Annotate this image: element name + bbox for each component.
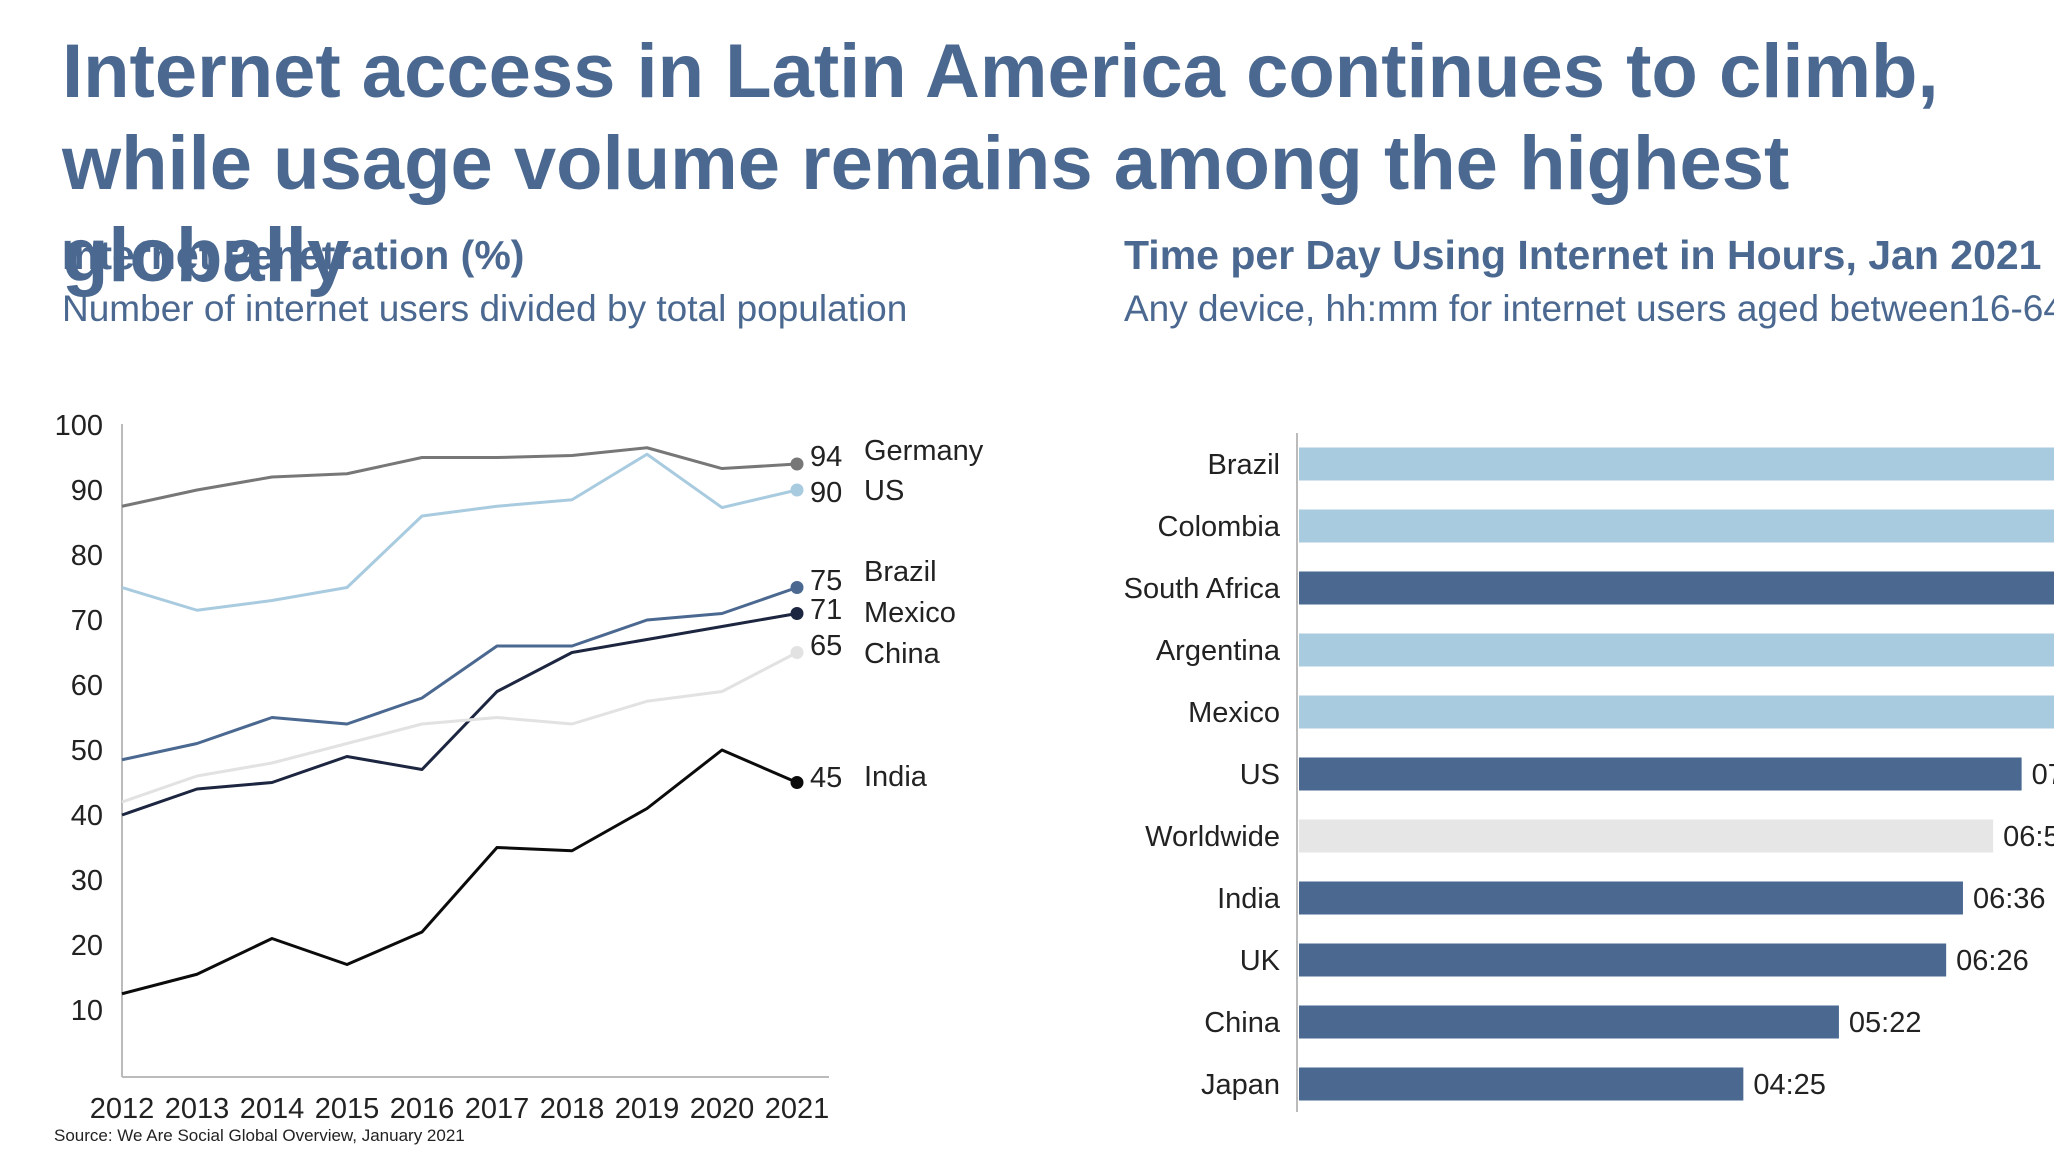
x-tick-label: 2020: [690, 1093, 755, 1125]
bar-category-label: Mexico: [1188, 697, 1280, 729]
end-marker-mexico: [791, 607, 804, 620]
bar-brazil: [1299, 448, 2054, 481]
end-value-mexico: 71: [810, 594, 842, 626]
bar-category-label: China: [1204, 1007, 1281, 1039]
x-tick-label: 2019: [615, 1093, 680, 1125]
bar-category-label: Japan: [1201, 1069, 1280, 1101]
bar-category-label: Colombia: [1158, 511, 1281, 543]
charts-canvas: 10 20 30 40 50 60 70 80 90 100 2012 2013 2014 2015 201…: [0, 0, 2054, 1158]
bar-category-label: US: [1240, 759, 1280, 791]
y-tick-label: 30: [71, 865, 103, 897]
end-value-brazil: 75: [810, 565, 842, 597]
series-label-india: India: [864, 761, 928, 793]
bar-category-label: UK: [1240, 945, 1281, 977]
series-label-brazil: Brazil: [864, 556, 937, 588]
bar-colombia: [1299, 510, 2054, 543]
end-value-india: 45: [810, 762, 842, 794]
bar-argentina: [1299, 634, 2054, 667]
y-tick-label: 90: [71, 475, 103, 507]
source-note: Source: We Are Social Global Overview, J…: [54, 1126, 465, 1146]
end-value-germany: 94: [810, 441, 842, 473]
bar-value-label: 06:36: [1973, 883, 2046, 915]
end-marker-us: [791, 484, 804, 497]
x-tick-label: 2018: [540, 1093, 605, 1125]
bar-value-label: 06:54: [2003, 821, 2054, 853]
y-tick-label: 50: [71, 735, 103, 767]
end-marker-germany: [791, 458, 804, 471]
end-value-china: 65: [810, 630, 842, 662]
bar-india: [1299, 882, 1963, 915]
x-tick-label: 2021: [765, 1093, 830, 1125]
x-tick-label: 2015: [315, 1093, 380, 1125]
bar-uk: [1299, 944, 1946, 977]
series-line-us: [122, 454, 797, 610]
bar-japan: [1299, 1068, 1743, 1101]
series-line-brazil: [122, 588, 797, 760]
y-tick-label: 40: [71, 800, 103, 832]
x-tick-label: 2013: [165, 1093, 230, 1125]
bar-value-label: 06:26: [1956, 945, 2029, 977]
bar-value-label: 07:11: [2032, 759, 2054, 791]
series-line-mexico: [122, 614, 797, 816]
x-tick-label: 2012: [90, 1093, 155, 1125]
y-tick-label: 60: [71, 670, 103, 702]
series-line-china: [122, 653, 797, 803]
series-label-mexico: Mexico: [864, 597, 956, 629]
bar-chart: Brazil10:08Colombia10:07South Africa10:0…: [1124, 433, 2054, 1112]
y-tick-label: 10: [71, 995, 103, 1027]
bar-category-label: Worldwide: [1145, 821, 1280, 853]
series-line-germany: [122, 448, 797, 507]
bar-category-label: Argentina: [1156, 635, 1281, 667]
series-label-germany: Germany: [864, 435, 984, 467]
y-tick-label: 80: [71, 540, 103, 572]
end-marker-india: [791, 776, 804, 789]
bar-mexico: [1299, 696, 2054, 729]
bar-south-africa: [1299, 572, 2054, 605]
x-tick-label: 2017: [465, 1093, 530, 1125]
bar-category-label: India: [1217, 883, 1281, 915]
bar-china: [1299, 1006, 1839, 1039]
y-tick-label: 20: [71, 930, 103, 962]
bar-worldwide: [1299, 820, 1993, 853]
y-tick-label: 70: [71, 605, 103, 637]
x-tick-label: 2014: [240, 1093, 305, 1125]
bar-value-label: 04:25: [1753, 1069, 1826, 1101]
bar-category-label: Brazil: [1207, 449, 1280, 481]
bar-category-label: South Africa: [1124, 573, 1281, 605]
bar-us: [1299, 758, 2022, 791]
end-marker-brazil: [791, 581, 804, 594]
bar-value-label: 05:22: [1849, 1007, 1922, 1039]
series-label-china: China: [864, 638, 941, 670]
line-chart: 10 20 30 40 50 60 70 80 90 100 2012 2013 2014 2015 201…: [55, 410, 984, 1125]
x-tick-label: 2016: [390, 1093, 455, 1125]
end-value-us: 90: [810, 477, 842, 509]
series-label-us: US: [864, 475, 904, 507]
y-tick-label: 100: [55, 410, 103, 442]
end-marker-china: [791, 646, 804, 659]
